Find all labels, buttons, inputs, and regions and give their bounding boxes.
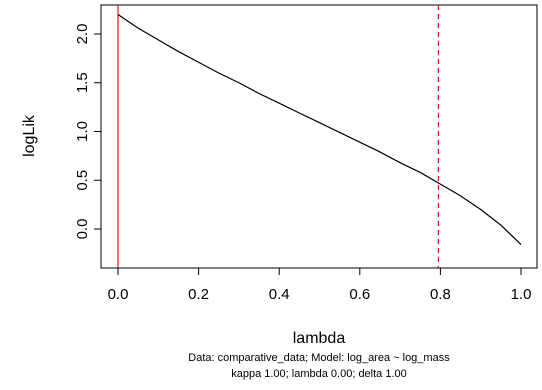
x-tick-label: 0.2 [188,286,209,303]
y-axis-title: logLik [21,114,38,157]
x-tick-label: 1.0 [511,286,532,303]
x-axis: 0.0 0.2 0.4 0.6 0.8 1.0 [108,268,532,303]
y-tick-label: 0.5 [74,170,91,191]
x-axis-title: lambda [293,330,346,347]
y-tick-label: 1.5 [74,72,91,93]
x-tick-label: 0.0 [108,286,129,303]
x-tick-label: 0.8 [430,286,451,303]
series-line [117,14,522,246]
plot-area-frame [100,4,538,269]
x-tick-label: 0.4 [269,286,290,303]
y-tick-label: 0.0 [74,219,91,240]
series-layer [117,14,522,246]
y-tick-label: 2.0 [74,24,91,45]
caption-line-1: Data: comparative_data; Model: log_area … [188,352,450,364]
reference-lines [117,5,439,268]
caption-line-2: kappa 1.00; lambda 0.00; delta 1.00 [231,368,407,380]
x-tick-label: 0.6 [349,286,370,303]
y-axis: 0.0 0.5 1.0 1.5 2.0 [74,24,101,240]
y-tick-label: 1.0 [74,121,91,142]
